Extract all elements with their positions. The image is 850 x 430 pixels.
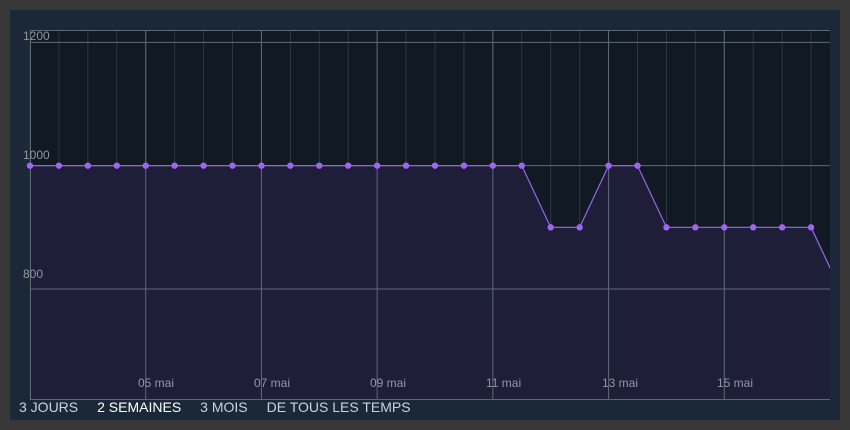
x-tick-label: 11 mai [486,376,522,390]
range-selector: 3 JOURS 2 SEMAINES 3 MOIS DE TOUS LES TE… [19,399,430,415]
range-all-time-button[interactable]: DE TOUS LES TEMPS [266,399,411,415]
data-point [807,224,815,231]
data-point [316,162,323,169]
data-point [750,224,757,231]
data-point [489,162,497,169]
data-point [258,162,265,169]
data-point [692,224,699,231]
data-point [26,162,34,169]
x-tick-label: 05 mai [138,376,175,390]
data-point [402,162,410,169]
data-point [778,224,786,231]
data-point [55,162,63,169]
data-point [547,224,554,231]
range-2-weeks-button[interactable]: 2 SEMAINES [97,399,182,415]
y-tick-label: 1200 [23,29,50,43]
data-point [373,162,381,169]
price-history-chart [26,30,830,400]
data-point [605,162,612,169]
range-3-days-button[interactable]: 3 JOURS [19,399,79,415]
data-point [576,224,583,231]
data-point [518,162,525,169]
data-point [113,162,120,169]
data-point [84,162,92,169]
data-point [431,162,439,169]
y-tick-label: 1000 [23,148,50,162]
data-point [287,162,294,169]
data-point [171,162,178,169]
plot-border [30,30,830,400]
data-point [142,162,149,169]
area-fill [30,165,830,400]
data-point [460,162,468,169]
data-point [721,224,728,231]
range-3-months-button[interactable]: 3 MOIS [200,399,248,415]
data-point [634,162,641,169]
data-point [200,162,207,169]
chart-panel [10,10,840,420]
x-tick-label: 13 mai [602,376,639,390]
x-tick-label: 07 mai [254,376,291,390]
data-point [663,224,670,231]
data-point [229,162,236,169]
data-point [345,162,352,169]
x-tick-label: 15 mai [717,376,754,390]
y-tick-label: 800 [23,267,44,281]
x-tick-label: 09 mai [370,376,407,390]
